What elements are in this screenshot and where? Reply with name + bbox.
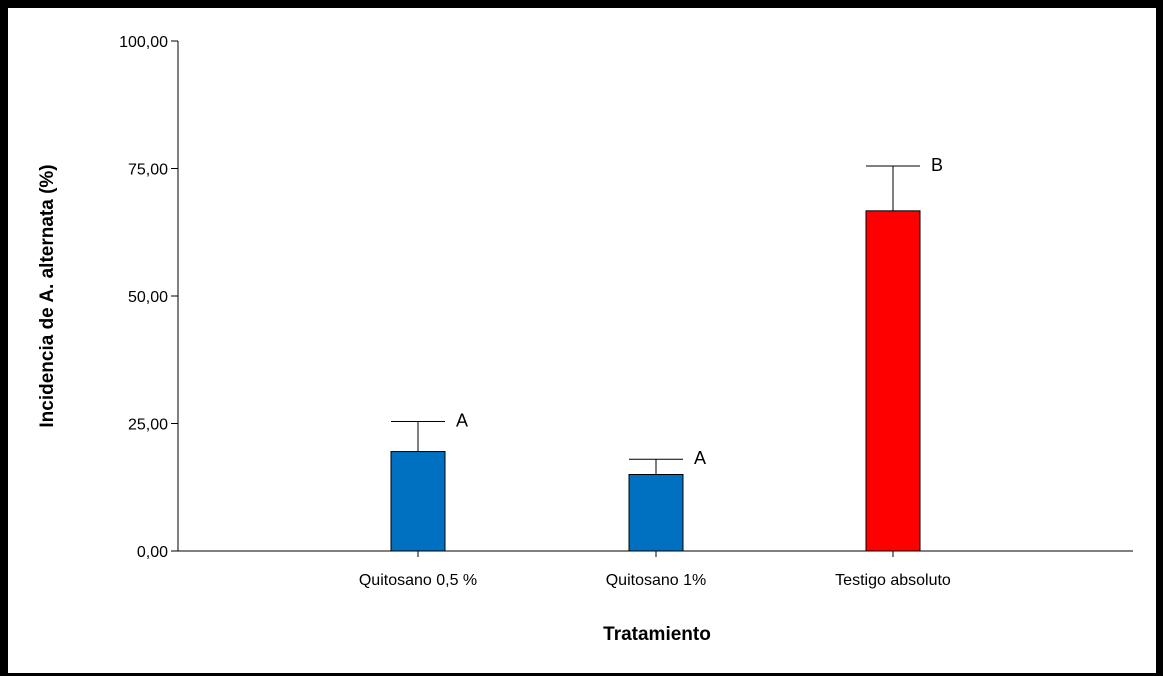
x-axis-title: Tratamiento bbox=[603, 624, 711, 645]
group-letter: A bbox=[694, 448, 706, 468]
y-tick-label: 50,00 bbox=[128, 289, 168, 306]
bars bbox=[390, 210, 921, 552]
bar bbox=[390, 451, 446, 552]
y-tick-label: 0,00 bbox=[137, 544, 168, 561]
y-tick-label: 100,00 bbox=[119, 34, 168, 51]
y-axis-title: Incidencia de A. alternata (%) bbox=[37, 164, 58, 427]
error-bars bbox=[391, 165, 920, 475]
x-tick-label: Quitosano 0,5 % bbox=[359, 572, 477, 589]
x-tick-label: Testigo absoluto bbox=[835, 572, 951, 589]
group-letter: B bbox=[931, 155, 943, 175]
y-tick-label: 25,00 bbox=[128, 417, 168, 434]
x-axis: Quitosano 0,5 % Quitosano 1% Testigo absol… bbox=[178, 550, 1133, 589]
y-axis: 0,00 25,00 50,00 75,00 100,00 bbox=[119, 34, 179, 561]
x-tick-label: Quitosano 1% bbox=[606, 572, 707, 589]
group-letter: A bbox=[456, 410, 468, 430]
bar bbox=[628, 474, 684, 552]
bar bbox=[865, 210, 921, 552]
y-tick-label: 75,00 bbox=[128, 162, 168, 179]
group-letters: A A B bbox=[456, 155, 943, 468]
